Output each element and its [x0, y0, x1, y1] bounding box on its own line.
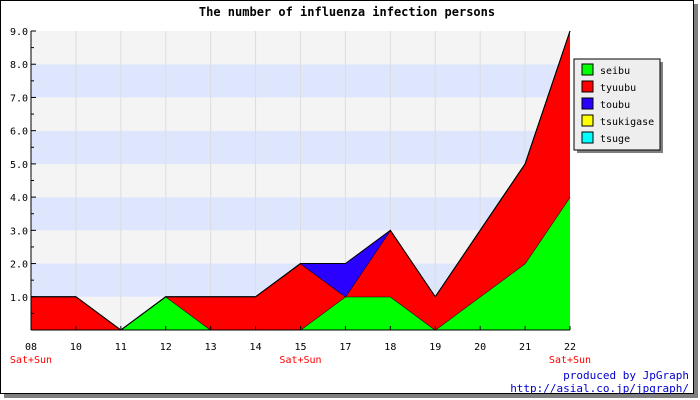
y-tick-label: 7.0	[10, 93, 28, 104]
legend-swatch	[581, 131, 594, 144]
x-tick-label: 08	[25, 342, 37, 353]
y-axis-ticks: 1.0 2.0 3.0 4.0 5.0 6.0 7.0 8.0 9.0	[10, 27, 36, 314]
chart-title: The number of influenza infection person…	[199, 5, 495, 19]
weekend-label: Sat+Sun	[10, 355, 52, 366]
x-tick-label: 19	[429, 342, 441, 353]
x-tick-label: 13	[205, 342, 217, 353]
x-tick-label: 12	[160, 342, 172, 353]
y-tick-label: 9.0	[10, 27, 28, 38]
legend-label: seibu	[600, 66, 630, 77]
x-axis-ticks: 08 10 11 12 13 14 15 17 18 19 20 21 22 Sat+Sun Sat+Sun…	[10, 326, 591, 366]
y-tick-label: 6.0	[10, 127, 28, 138]
x-tick-label: 17	[339, 342, 351, 353]
y-tick-label: 3.0	[10, 226, 28, 237]
legend-label: tyuubu	[600, 83, 636, 94]
x-tick-label: 18	[384, 342, 396, 353]
credit-text: produced by JpGraph	[563, 369, 689, 382]
x-tick-label: 21	[519, 342, 531, 353]
x-tick-label: 14	[250, 342, 262, 353]
chart-frame: The number of influenza infection person…	[0, 0, 694, 395]
weekend-label: Sat+Sun	[279, 355, 321, 366]
legend-swatch	[581, 114, 594, 127]
influenza-area-chart: The number of influenza infection person…	[10, 5, 663, 366]
legend-label: tsuge	[600, 134, 630, 145]
legend-label: toubu	[600, 100, 630, 111]
legend-swatch	[581, 63, 594, 76]
y-tick-label: 4.0	[10, 193, 28, 204]
y-tick-label: 2.0	[10, 260, 28, 271]
legend: seibu tyuubu toubu tsukigase tsuge	[573, 58, 663, 153]
x-tick-label: 15	[294, 342, 306, 353]
y-tick-label: 8.0	[10, 60, 28, 71]
legend-label: tsukigase	[600, 117, 654, 128]
x-tick-label: 11	[115, 342, 127, 353]
x-tick-label: 22	[564, 342, 576, 353]
series-area-tyuubu	[31, 31, 570, 330]
y-tick-label: 1.0	[10, 293, 28, 304]
credit-url-link[interactable]: http://asial.co.jp/jpgraph/	[510, 382, 689, 395]
x-tick-label: 10	[70, 342, 82, 353]
legend-swatch	[581, 97, 594, 110]
y-tick-label: 5.0	[10, 160, 28, 171]
x-tick-label: 20	[474, 342, 486, 353]
legend-swatch	[581, 80, 594, 93]
weekend-label: Sat+Sun	[549, 355, 591, 366]
